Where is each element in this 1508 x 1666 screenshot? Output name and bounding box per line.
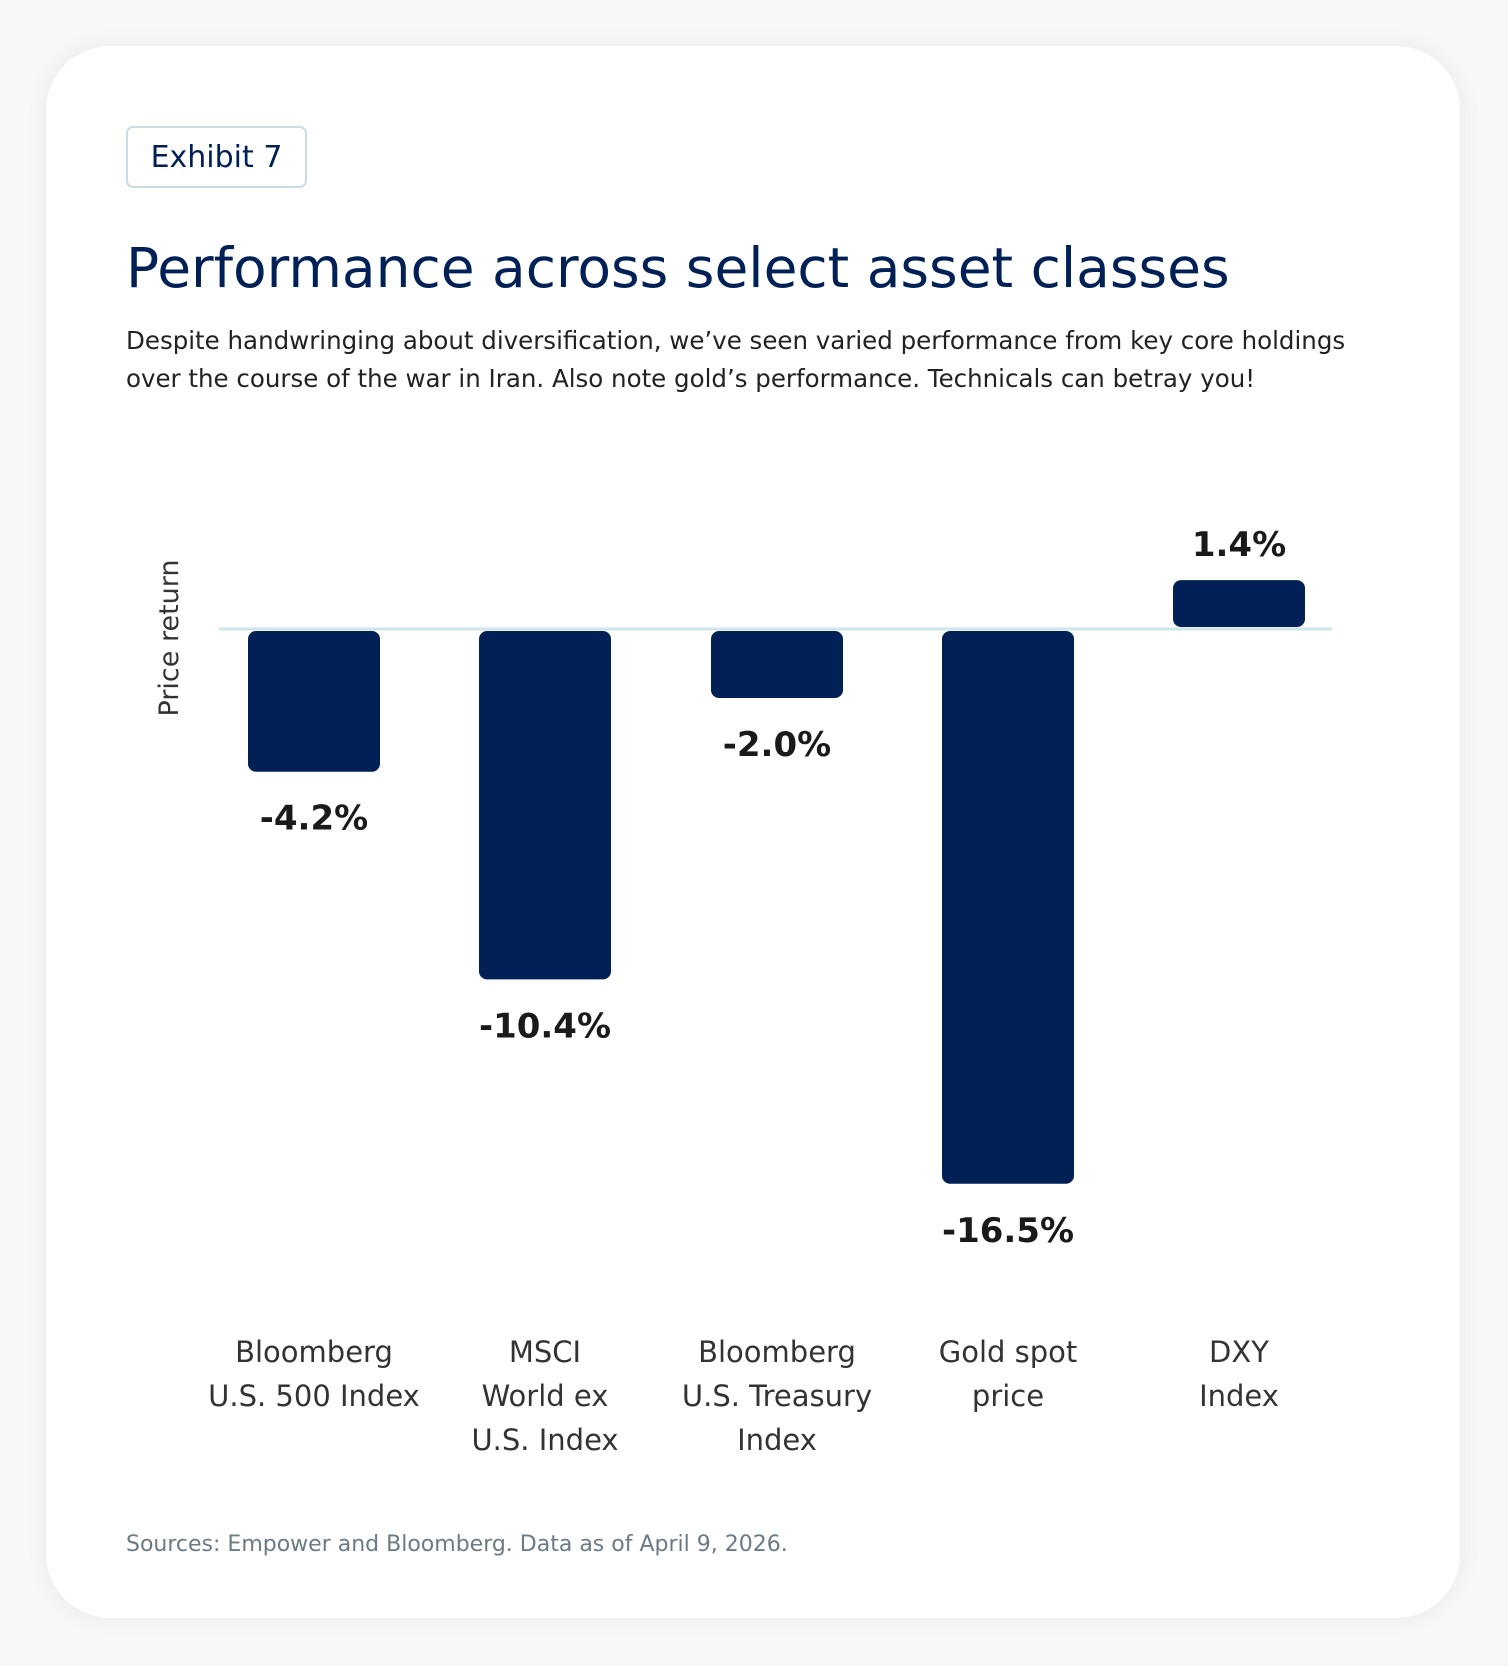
bar [248,631,380,772]
x-tick-label-line: U.S. Treasury [681,1379,873,1413]
x-tick-label-line: U.S. 500 Index [208,1379,420,1413]
x-tick-label-line: DXY [1209,1335,1269,1369]
x-tick-label: MSCI World ex U.S. Index [425,1330,665,1462]
x-tick-label-line: World ex [481,1379,609,1413]
bar [1173,580,1305,627]
x-tick-label-line: Index [1199,1379,1279,1413]
chart-title: Performance across select asset classes [126,236,1230,300]
x-tick-label-line: Index [737,1423,817,1457]
source-note: Sources: Empower and Bloomberg. Data as … [126,1532,788,1557]
x-tick-label-line: price [971,1379,1045,1413]
x-tick-label-line: Bloomberg [698,1335,856,1369]
data-label: -10.4% [479,1006,611,1046]
data-label: 1.4% [1192,525,1286,565]
x-tick-label-line: U.S. Index [471,1423,619,1457]
exhibit-badge: Exhibit 7 [126,126,307,188]
bar [479,631,611,980]
chart-subtitle: Despite handwringing about diversificati… [126,326,1346,393]
x-tick-label: Gold spot price [888,1330,1128,1418]
y-axis-label: Price return [154,559,185,716]
x-tick-label-line: Gold spot [938,1335,1078,1369]
data-label: -16.5% [942,1211,1074,1251]
x-tick-label: Bloomberg U.S. 500 Index [194,1330,434,1418]
bar [711,631,843,698]
x-tick-label: DXY Index [1119,1330,1359,1418]
data-label: -4.2% [260,799,368,839]
chart-card [46,46,1460,1618]
x-tick-label: Bloomberg U.S. Treasury Index [657,1330,897,1462]
bar [942,631,1074,1184]
data-label: -2.0% [723,725,831,765]
x-tick-label-line: MSCI [508,1335,582,1369]
x-tick-label-line: Bloomberg [235,1335,393,1369]
